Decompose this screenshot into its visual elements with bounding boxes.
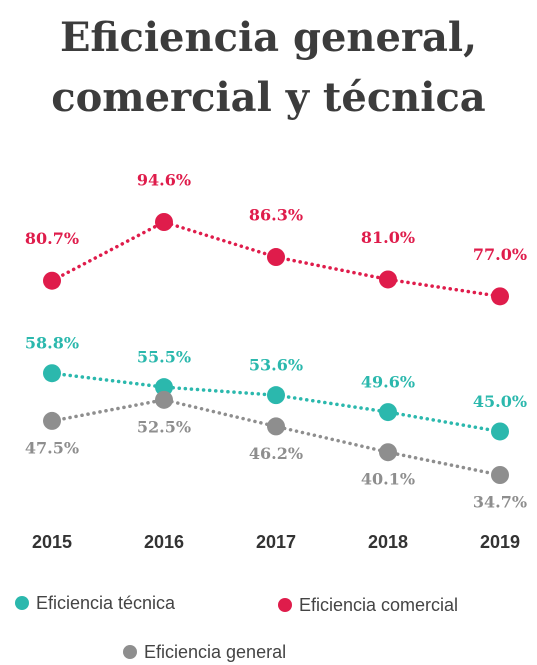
data-label: 77.0% xyxy=(473,245,527,264)
data-label: 45.0% xyxy=(473,392,527,411)
data-point xyxy=(43,271,61,290)
data-label: 40.1% xyxy=(361,470,415,489)
legend-marker xyxy=(278,598,292,612)
data-label: 49.6% xyxy=(361,373,415,392)
data-label: 52.5% xyxy=(137,417,191,436)
data-label: 58.8% xyxy=(25,334,79,353)
data-point xyxy=(155,213,173,231)
legend-label: Eficiencia técnica xyxy=(36,593,176,613)
chart-title: Eficiencia general, comercial y técnica xyxy=(51,14,486,121)
legend-label: Eficiencia comercial xyxy=(299,595,458,615)
data-point xyxy=(379,443,397,462)
data-label: 94.6% xyxy=(137,171,191,190)
data-label: 53.6% xyxy=(249,356,303,375)
data-point xyxy=(43,364,61,383)
data-point xyxy=(43,411,61,430)
data-point xyxy=(491,466,509,484)
data-label: 55.5% xyxy=(137,348,191,367)
data-label: 81.0% xyxy=(361,228,415,247)
data-point xyxy=(379,270,397,289)
legend-label: Eficiencia general xyxy=(144,642,286,662)
data-label: 46.2% xyxy=(249,444,303,463)
data-point xyxy=(267,417,285,436)
data-label: 86.3% xyxy=(249,206,303,225)
data-point xyxy=(267,248,285,267)
data-point xyxy=(155,378,173,397)
data-label: 47.5% xyxy=(25,438,79,457)
x-tick-label: 2017 xyxy=(256,532,296,552)
data-point xyxy=(155,390,173,409)
x-tick-label: 2019 xyxy=(480,532,520,552)
series-line xyxy=(50,398,502,477)
data-point xyxy=(379,403,397,422)
data-point xyxy=(491,422,509,441)
data-label: 34.7% xyxy=(473,493,527,512)
legend-marker xyxy=(15,596,29,610)
x-tick-label: 2018 xyxy=(368,532,408,552)
x-tick-label: 2016 xyxy=(144,532,184,552)
data-point xyxy=(267,386,285,405)
data-label: 80.7% xyxy=(25,229,79,248)
x-tick-label: 2015 xyxy=(32,532,72,552)
data-point xyxy=(491,287,509,306)
legend-marker xyxy=(123,645,137,659)
